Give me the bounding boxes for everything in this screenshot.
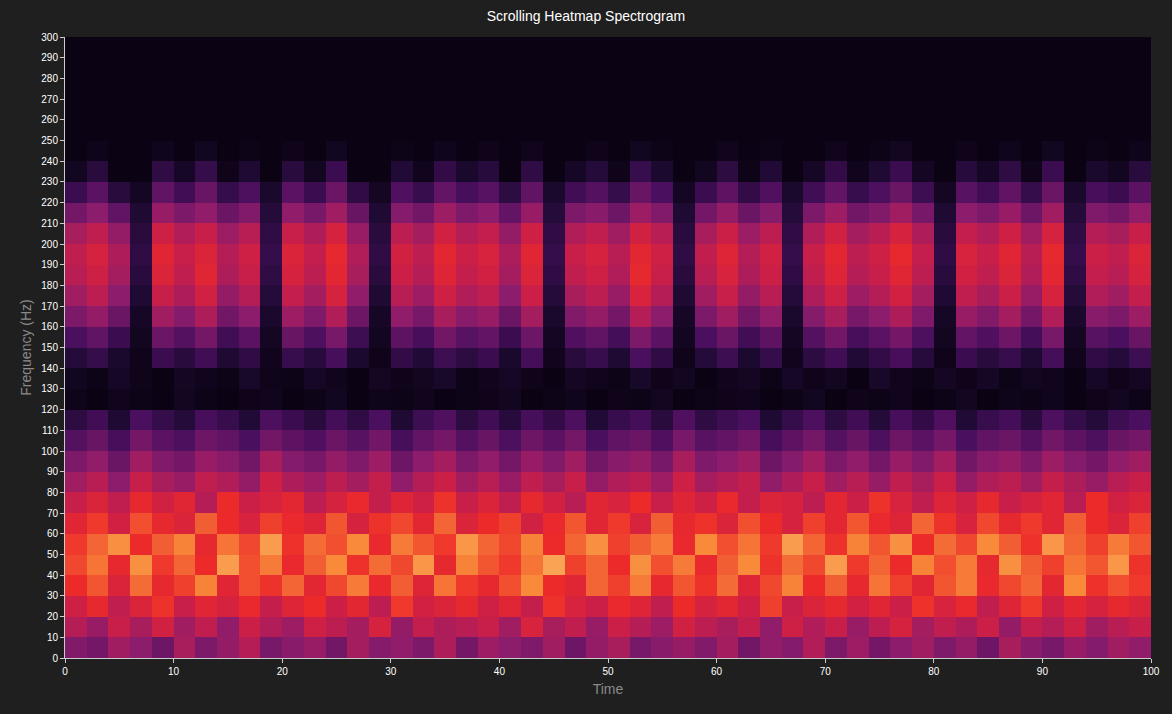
svg-text:280: 280: [41, 73, 58, 84]
svg-text:70: 70: [820, 666, 832, 677]
svg-text:180: 180: [41, 280, 58, 291]
svg-text:30: 30: [47, 590, 59, 601]
svg-text:80: 80: [47, 487, 59, 498]
svg-text:90: 90: [1037, 666, 1049, 677]
svg-text:20: 20: [47, 611, 59, 622]
svg-text:270: 270: [41, 94, 58, 105]
svg-text:290: 290: [41, 52, 58, 63]
svg-text:40: 40: [494, 666, 506, 677]
svg-text:260: 260: [41, 114, 58, 125]
svg-text:100: 100: [41, 446, 58, 457]
svg-text:230: 230: [41, 176, 58, 187]
svg-text:Frequency (Hz): Frequency (Hz): [18, 299, 34, 395]
svg-text:110: 110: [42, 425, 58, 436]
svg-text:Scrolling Heatmap Spectrogram: Scrolling Heatmap Spectrogram: [487, 8, 685, 24]
svg-text:160: 160: [41, 321, 58, 332]
svg-text:80: 80: [928, 666, 940, 677]
svg-text:40: 40: [47, 570, 59, 581]
svg-text:30: 30: [385, 666, 397, 677]
svg-text:240: 240: [41, 156, 58, 167]
svg-text:150: 150: [41, 342, 58, 353]
svg-text:300: 300: [41, 32, 58, 43]
svg-text:190: 190: [41, 259, 58, 270]
svg-text:170: 170: [41, 301, 58, 312]
svg-text:50: 50: [47, 549, 59, 560]
svg-text:0: 0: [52, 653, 58, 664]
svg-text:60: 60: [47, 528, 59, 539]
svg-text:100: 100: [1143, 666, 1160, 677]
svg-text:130: 130: [41, 383, 58, 394]
svg-text:Time: Time: [593, 681, 624, 697]
svg-text:90: 90: [47, 466, 59, 477]
svg-text:250: 250: [41, 135, 58, 146]
svg-text:120: 120: [41, 404, 58, 415]
svg-text:200: 200: [41, 239, 58, 250]
svg-text:210: 210: [41, 218, 58, 229]
svg-text:60: 60: [711, 666, 723, 677]
svg-text:220: 220: [41, 197, 58, 208]
svg-text:70: 70: [47, 508, 59, 519]
svg-text:20: 20: [277, 666, 289, 677]
svg-text:50: 50: [602, 666, 614, 677]
svg-text:10: 10: [47, 632, 59, 643]
svg-text:10: 10: [168, 666, 180, 677]
svg-text:140: 140: [41, 363, 58, 374]
svg-text:0: 0: [62, 666, 68, 677]
